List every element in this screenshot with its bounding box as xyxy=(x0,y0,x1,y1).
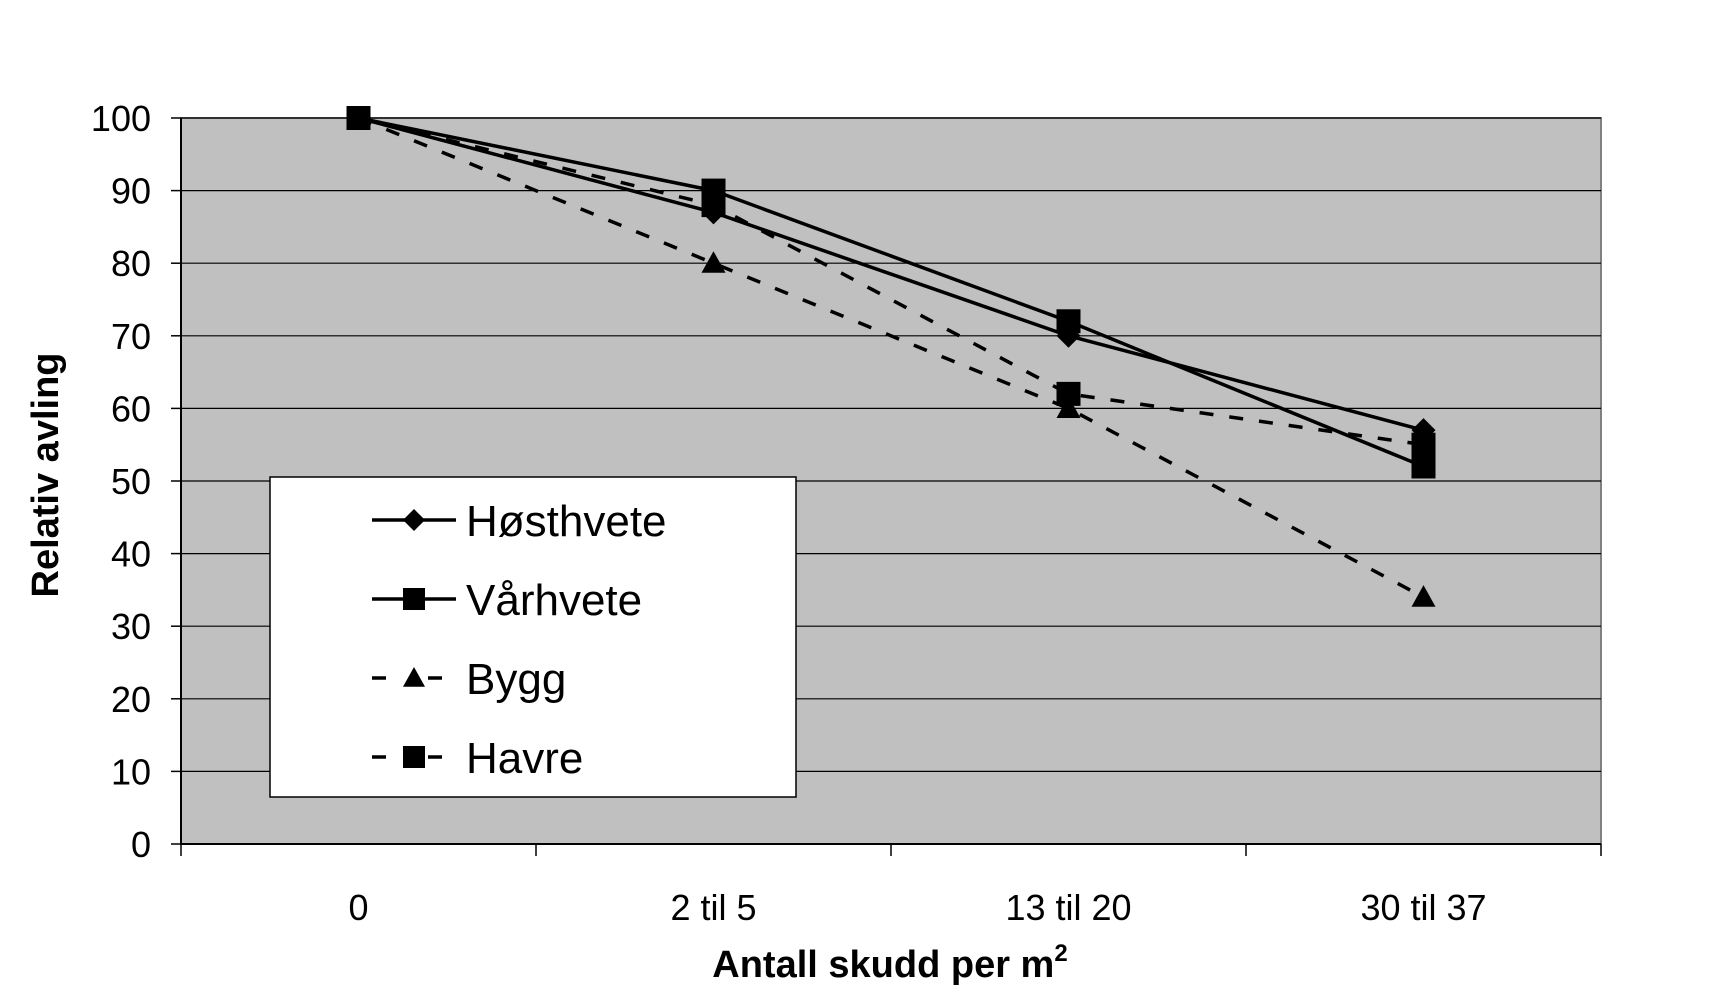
x-tick-labels: 0 2 til 5 13 til 20 30 til 37 xyxy=(348,887,1486,928)
x-axis-title-superscript: 2 xyxy=(1054,940,1067,967)
point-marker-square xyxy=(403,746,425,768)
y-tick-label: 80 xyxy=(111,243,151,284)
legend-label: Vårhvete xyxy=(466,576,642,625)
x-tick-label: 0 xyxy=(348,887,368,928)
legend-item: Vårhvete xyxy=(372,576,642,625)
x-tick-label: 13 til 20 xyxy=(1005,887,1131,928)
point-marker-triangle xyxy=(1411,585,1436,607)
y-tick-label: 90 xyxy=(111,171,151,212)
y-tick-label: 0 xyxy=(131,824,151,865)
y-tick-label: 40 xyxy=(111,534,151,575)
x-axis-title-text: Antall skudd per m xyxy=(712,944,1054,986)
point-marker-square xyxy=(701,193,726,218)
point-marker-triangle xyxy=(403,667,425,687)
legend-item: Havre xyxy=(372,734,583,783)
point-marker-square xyxy=(1411,454,1436,479)
series-line xyxy=(358,116,1425,469)
y-tick-label: 50 xyxy=(111,461,151,502)
legend-label: Bygg xyxy=(466,655,566,704)
series-line xyxy=(358,116,1424,432)
y-tick-labels: 0 10 20 30 40 50 60 70 80 90 100 xyxy=(91,98,151,865)
legend-item: Bygg xyxy=(372,655,566,704)
x-tick-label: 2 til 5 xyxy=(670,887,756,928)
point-marker-diamond xyxy=(403,509,425,531)
y-tick-label: 20 xyxy=(111,679,151,720)
legend-label: Havre xyxy=(466,734,583,783)
x-tick-label: 30 til 37 xyxy=(1360,887,1486,928)
series-line xyxy=(357,116,1425,599)
series-group xyxy=(346,106,1436,607)
x-axis-title: Antall skudd per m2 xyxy=(712,940,1067,986)
series-4 xyxy=(346,106,1436,457)
point-marker-square xyxy=(346,106,371,130)
point-marker-square xyxy=(403,588,425,610)
point-marker-square xyxy=(1056,309,1081,334)
legend: Høsthvete Vårhvete Bygg Havre xyxy=(269,476,797,798)
y-axis-title: Relativ avling xyxy=(25,353,67,598)
point-marker-square xyxy=(1056,381,1081,406)
y-tick-label: 30 xyxy=(111,606,151,647)
point-marker-square xyxy=(1411,432,1436,457)
y-tick-label: 10 xyxy=(111,751,151,792)
y-tick-label: 70 xyxy=(111,316,151,357)
series-line xyxy=(358,116,1424,447)
point-marker-triangle xyxy=(1056,396,1081,418)
legend-box xyxy=(269,476,797,798)
y-tick-label: 100 xyxy=(91,98,151,139)
legend-label: Høsthvete xyxy=(466,497,667,546)
axes xyxy=(180,118,1602,856)
y-tick-label: 60 xyxy=(111,388,151,429)
point-marker-triangle xyxy=(701,251,726,273)
legend-item: Høsthvete xyxy=(372,497,667,546)
